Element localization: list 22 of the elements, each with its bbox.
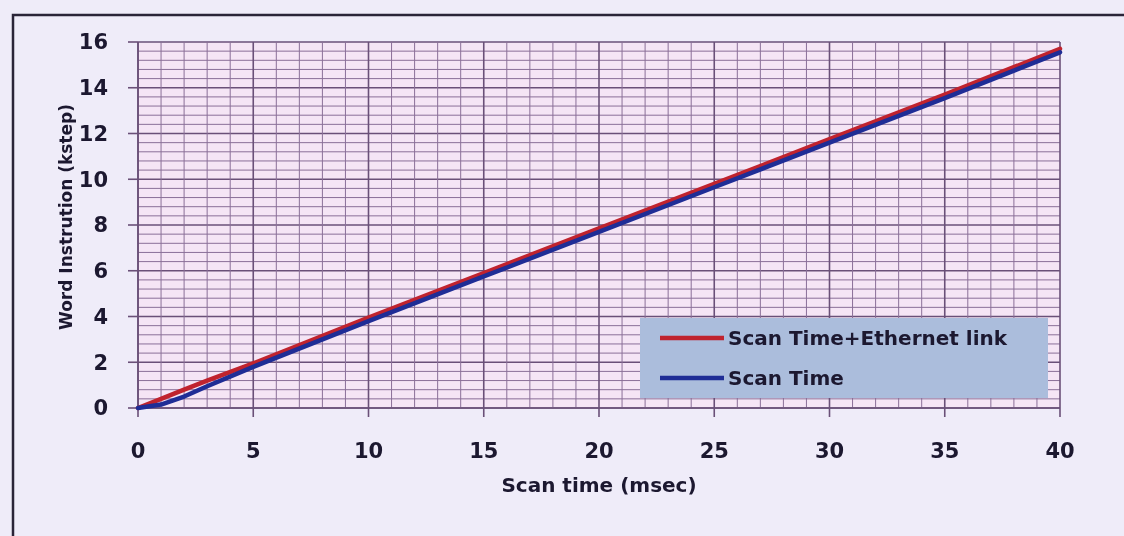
legend-label: Scan Time+Ethernet link (728, 326, 1008, 350)
y-tick-label: 16 (78, 30, 108, 55)
x-tick-label: 30 (814, 439, 845, 463)
y-tick-label: 8 (93, 213, 108, 238)
y-tick-label: 6 (93, 259, 108, 284)
y-tick-label: 12 (78, 121, 108, 146)
x-tick-label: 0 (130, 439, 146, 463)
x-tick-label: 25 (699, 439, 729, 463)
y-tick-label: 14 (78, 76, 108, 101)
y-tick-label: 4 (93, 304, 108, 329)
x-tick-label: 10 (353, 439, 384, 463)
legend-label: Scan Time (728, 366, 844, 390)
x-tick-label: 15 (469, 439, 499, 463)
y-tick-label: 2 (93, 350, 108, 375)
x-tick-label: 40 (1045, 439, 1075, 463)
x-tick-label: 5 (245, 439, 261, 463)
y-axis-title: Word Instrution (kstep) (56, 104, 76, 330)
y-tick-label: 10 (78, 167, 108, 192)
y-tick-label: 0 (93, 396, 108, 421)
x-axis-title: Scan time (msec) (501, 473, 697, 497)
x-tick-label: 35 (930, 439, 960, 463)
x-tick-label: 20 (584, 439, 614, 463)
